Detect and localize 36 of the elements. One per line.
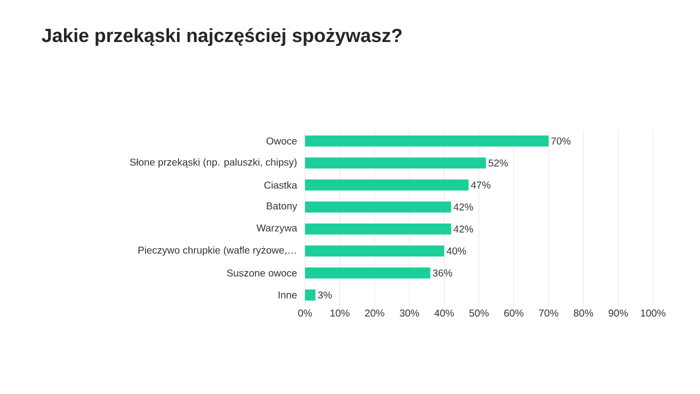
data-label: 3%	[318, 291, 332, 299]
bar	[305, 136, 549, 147]
y-tick-label: Owoce	[266, 137, 297, 145]
x-tick-label: 80%	[574, 310, 594, 317]
data-label: 40%	[446, 247, 466, 255]
bar	[305, 246, 444, 257]
bar	[305, 158, 486, 169]
x-tick-label: 100%	[640, 310, 666, 317]
data-label: 47%	[471, 182, 490, 189]
x-tick-label: 70%	[539, 310, 558, 317]
y-tick-label: Słone przekąski (np. paluszki, chipsy)	[130, 158, 297, 168]
data-label: 42%	[454, 203, 474, 211]
bar	[305, 202, 452, 213]
chart-title: Jakie przekąski najczęściej spożywasz?	[42, 28, 402, 46]
data-label: 52%	[488, 159, 508, 167]
data-label: 36%	[432, 269, 452, 277]
y-tick-label: Ciastka	[264, 181, 298, 189]
x-tick-label: 20%	[365, 310, 384, 317]
x-tick-label: 50%	[469, 310, 489, 317]
y-tick-label: Pieczywo chrupkie (wafle ryżowe,…	[138, 246, 296, 256]
y-tick-label: Batony	[266, 202, 298, 212]
y-tick-label: Warzywa	[256, 224, 298, 234]
data-label: 70%	[551, 137, 570, 145]
y-tick-label: Suszone owoce	[227, 269, 297, 277]
y-tick-label: Inne	[278, 292, 297, 298]
bar	[305, 180, 469, 191]
x-tick-label: 40%	[434, 310, 454, 317]
bar	[305, 290, 316, 301]
x-tick-label: 60%	[504, 310, 524, 317]
bar	[305, 268, 430, 279]
x-tick-label: 30%	[400, 310, 420, 317]
bar	[305, 224, 452, 235]
x-tick-label: 10%	[330, 310, 350, 317]
x-tick-label: 0%	[298, 310, 312, 317]
x-tick-label: 90%	[608, 310, 628, 317]
data-label: 42%	[454, 225, 474, 233]
